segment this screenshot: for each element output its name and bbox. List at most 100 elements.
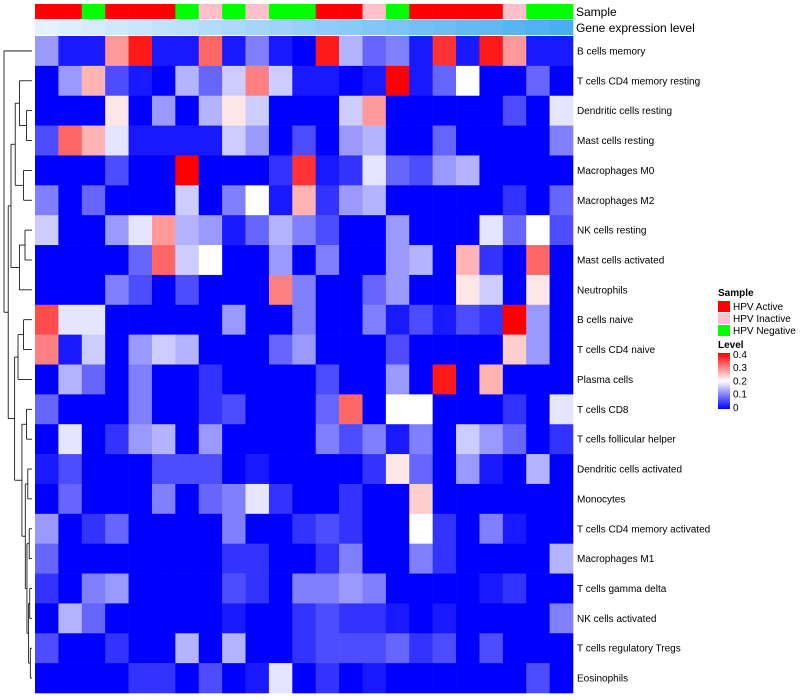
- row-label: Macrophages M2: [577, 196, 655, 207]
- heatmap-cell: [549, 245, 574, 276]
- heatmap-cell: [58, 36, 83, 67]
- heatmap-cell: [432, 334, 457, 365]
- heatmap-cell: [198, 513, 223, 544]
- heatmap-cell: [35, 573, 59, 604]
- heatmap-cell: [362, 245, 387, 276]
- heatmap-cell: [526, 274, 550, 306]
- heatmap-cell: [128, 513, 153, 544]
- heatmap-cell: [175, 65, 200, 97]
- gene-expression-annotation-cell: [362, 20, 387, 35]
- heatmap-cell: [526, 215, 550, 246]
- heatmap-cell: [526, 483, 550, 515]
- heatmap-cell: [502, 215, 527, 246]
- heatmap-cell: [245, 364, 270, 395]
- heatmap-cell: [128, 483, 153, 515]
- heatmap-cell: [58, 125, 83, 156]
- heatmap-cell: [385, 603, 410, 634]
- heatmap-cell: [385, 663, 410, 694]
- heatmap-cell: [385, 245, 410, 276]
- gene-expression-annotation-cell: [58, 20, 83, 35]
- row-label: Mast cells resting: [577, 136, 654, 147]
- heatmap-cell: [315, 215, 340, 246]
- sample-annotation-cell: [339, 4, 363, 19]
- heatmap-cell: [456, 95, 480, 126]
- heatmap-cell: [35, 245, 59, 276]
- heatmap-cell: [432, 663, 457, 694]
- sample-annotation-cell: [105, 4, 129, 19]
- heatmap-cell: [58, 364, 83, 395]
- heatmap-cell: [128, 454, 153, 485]
- heatmap-cell: [502, 603, 527, 634]
- heatmap-cell: [385, 513, 410, 544]
- heatmap-cell: [526, 424, 550, 455]
- heatmap-cell: [222, 424, 246, 455]
- sample-annotation-cell: [502, 4, 527, 19]
- heatmap-cell: [105, 364, 129, 395]
- heatmap-cell: [151, 245, 176, 276]
- heatmap-cell: [385, 304, 410, 335]
- heatmap-cell: [151, 95, 176, 126]
- heatmap-cell: [502, 155, 527, 186]
- heatmap-cell: [222, 394, 246, 425]
- heatmap-cell: [409, 603, 433, 634]
- gene-expression-annotation-cell: [456, 20, 480, 35]
- gene-expression-annotation-cell: [81, 20, 106, 35]
- heatmap-cell: [339, 424, 363, 455]
- heatmap-cell: [549, 36, 574, 67]
- heatmap-cell: [362, 573, 387, 604]
- heatmap-cell: [432, 125, 457, 156]
- annotation-label-sample: Sample: [576, 5, 617, 19]
- heatmap-cell: [526, 513, 550, 544]
- heatmap-cell: [292, 573, 316, 604]
- heatmap-cell: [58, 454, 83, 485]
- heatmap-cell: [362, 334, 387, 365]
- heatmap-cell: [151, 483, 176, 515]
- heatmap-cell: [385, 215, 410, 246]
- heatmap-cell: [432, 304, 457, 335]
- row-label: Neutrophils: [577, 285, 628, 296]
- heatmap-cell: [315, 274, 340, 306]
- heatmap-cell: [58, 483, 83, 515]
- heatmap-cell: [198, 603, 223, 634]
- sample-legend-title: Sample: [718, 288, 754, 299]
- heatmap-cell: [175, 454, 200, 485]
- heatmap-cell: [268, 513, 293, 544]
- heatmap-cell: [292, 394, 316, 425]
- heatmap-cell: [175, 573, 200, 604]
- gene-expression-annotation-cell: [268, 20, 293, 35]
- sample-annotation-cell: [58, 4, 83, 19]
- heatmap-cell: [35, 95, 59, 126]
- heatmap-cell: [35, 125, 59, 156]
- heatmap-cell: [128, 394, 153, 425]
- heatmap-cell: [222, 633, 246, 664]
- heatmap-cell: [292, 215, 316, 246]
- heatmap-cell: [198, 424, 223, 455]
- heatmap-cell: [385, 573, 410, 604]
- row-label: T cells regulatory Tregs: [577, 644, 681, 655]
- sample-annotation-cell: [151, 4, 176, 19]
- heatmap-cell: [502, 394, 527, 425]
- heatmap-cell: [222, 573, 246, 604]
- heatmap-cell: [175, 36, 200, 67]
- heatmap-cell: [292, 513, 316, 544]
- heatmap-cell: [81, 334, 106, 365]
- heatmap-cell: [432, 424, 457, 455]
- heatmap-cell: [526, 394, 550, 425]
- heatmap-cell: [268, 663, 293, 694]
- heatmap-cell: [35, 663, 59, 694]
- heatmap-cell: [339, 36, 363, 67]
- heatmap-cell: [198, 394, 223, 425]
- heatmap-cell: [58, 274, 83, 306]
- heatmap-cell: [432, 633, 457, 664]
- row-label: T cells gamma delta: [577, 584, 667, 595]
- heatmap-cell: [502, 185, 527, 216]
- heatmap-cell: [385, 125, 410, 156]
- heatmap-cell: [385, 155, 410, 186]
- heatmap-cell: [432, 573, 457, 604]
- heatmap-cell: [432, 245, 457, 276]
- heatmap-cell: [128, 663, 153, 694]
- heatmap-cell: [268, 483, 293, 515]
- heatmap-cell: [151, 215, 176, 246]
- heatmap-cell: [245, 245, 270, 276]
